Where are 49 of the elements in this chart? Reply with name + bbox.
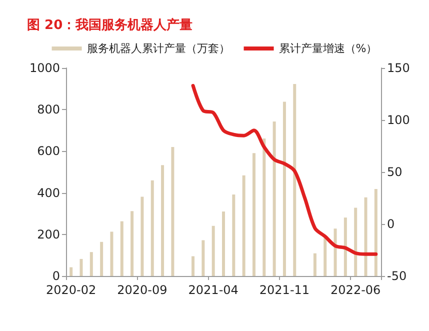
bar [272, 121, 276, 276]
x-tick-label: 2020-09 [117, 283, 168, 297]
bar [202, 240, 205, 276]
bar [161, 165, 164, 276]
bar [110, 232, 114, 276]
line-series [191, 84, 378, 256]
bar [130, 211, 134, 276]
bar [334, 228, 337, 276]
y-tick-label: 800 [37, 102, 60, 117]
y2-tick-label: -50 [387, 269, 407, 283]
y2-tick-label: 0 [387, 217, 395, 231]
legend-label: 服务机器人累计产量（万套） [86, 42, 230, 55]
y2-tick-label: 150 [387, 61, 410, 75]
bar [262, 138, 266, 276]
bar [313, 253, 316, 276]
bar [282, 102, 286, 276]
bar [252, 153, 256, 276]
x-tick-label: 2020-02 [46, 283, 96, 297]
bar [222, 212, 225, 276]
y-tick-label: 1000 [29, 61, 60, 75]
bar [192, 256, 195, 276]
x-tick-label: 2022-06 [330, 283, 381, 297]
bar [344, 218, 347, 276]
y-tick-label: 200 [37, 227, 60, 242]
legend-label: 累计产量增速（%） [278, 42, 378, 55]
bar [293, 84, 296, 276]
bar [232, 194, 236, 276]
x-tick-label: 2021-04 [188, 283, 238, 297]
bar [100, 242, 104, 276]
bar [140, 196, 144, 276]
bar [120, 221, 124, 276]
y-tick-label: 600 [37, 144, 60, 158]
bar [80, 258, 83, 276]
bar [242, 175, 246, 276]
y2-tick-label: 50 [387, 165, 402, 179]
x-tick-label: 2021-11 [259, 283, 310, 297]
chart-title: 图 20：我国服务机器人产量 [27, 17, 193, 33]
bar [171, 147, 174, 276]
bar [324, 238, 327, 276]
bar [150, 180, 154, 276]
bar [364, 197, 368, 276]
bar [354, 208, 358, 276]
y-tick-label: 0 [52, 269, 60, 283]
bar [374, 189, 378, 276]
bar [90, 252, 93, 276]
bar [212, 226, 215, 276]
bar [70, 267, 73, 276]
y2-tick-label: 100 [387, 113, 410, 127]
y-tick-label: 400 [37, 186, 60, 200]
